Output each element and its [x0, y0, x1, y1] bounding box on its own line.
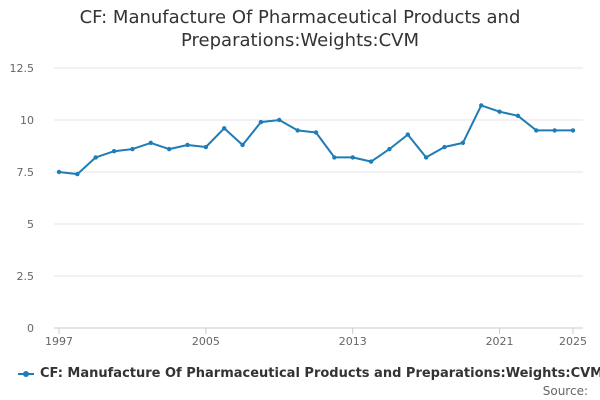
data-point	[515, 113, 521, 119]
chart-title-line-1: CF: Manufacture Of Pharmaceutical Produc…	[79, 7, 521, 28]
chart-title-line-2: Preparations:Weights:CVM	[181, 30, 419, 51]
legend-series-symbol	[18, 370, 34, 377]
data-point	[56, 169, 62, 175]
data-point	[387, 146, 392, 152]
data-point	[148, 140, 153, 146]
legend-series-label: CF: Manufacture Of Pharmaceutical Produc…	[40, 366, 600, 381]
data-point	[479, 103, 484, 108]
data-point	[185, 142, 190, 148]
data-point	[258, 119, 264, 125]
data-point	[203, 144, 209, 150]
data-point	[442, 144, 447, 150]
y-tick-label: 7.5	[17, 166, 35, 179]
data-point	[405, 132, 410, 137]
data-point	[332, 155, 337, 160]
data-point	[534, 128, 539, 133]
x-tick-label: 2021	[486, 335, 514, 348]
data-point	[111, 149, 117, 154]
data-point	[423, 155, 429, 160]
y-tick-label: 5	[27, 218, 34, 231]
series-line	[58, 104, 573, 176]
data-point	[460, 140, 466, 146]
y-tick-label: 12.5	[10, 62, 35, 75]
data-point	[75, 171, 80, 177]
data-point	[166, 146, 172, 152]
data-point	[295, 128, 300, 133]
data-point	[570, 128, 576, 133]
x-tick-label: 2005	[192, 335, 220, 348]
data-point	[368, 159, 374, 164]
x-tick-label: 2025	[559, 335, 587, 348]
data-point	[277, 117, 282, 123]
data-point	[497, 109, 502, 114]
data-point	[350, 155, 355, 160]
legend[interactable]: CF: Manufacture Of Pharmaceutical Produc…	[18, 366, 600, 381]
x-tick-label: 2013	[339, 335, 367, 348]
y-tick-label: 10	[20, 114, 34, 127]
chart-title: CF: Manufacture Of Pharmaceutical Produc…	[0, 6, 600, 52]
data-point	[93, 155, 98, 160]
data-point	[240, 142, 245, 148]
source-label: Source:	[542, 384, 588, 398]
data-point	[222, 126, 227, 131]
data-point	[552, 128, 557, 133]
data-point	[130, 146, 135, 152]
y-tick-label: 2.5	[17, 270, 35, 283]
data-point	[313, 130, 319, 135]
x-tick-label: 1997	[45, 335, 73, 348]
y-tick-label: 0	[27, 322, 34, 335]
